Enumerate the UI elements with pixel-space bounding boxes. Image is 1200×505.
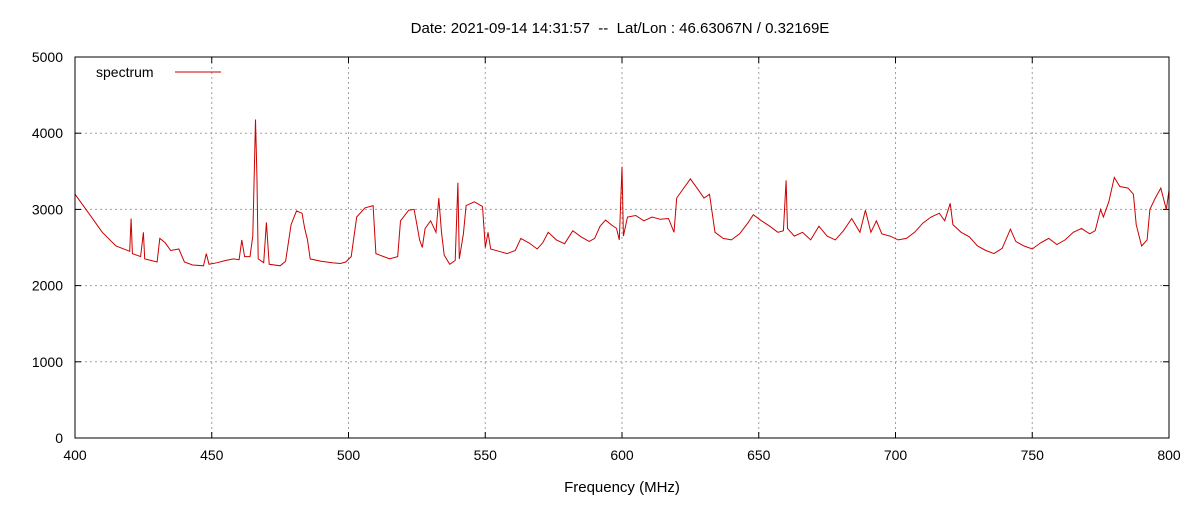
tick-labels: 400 450 500 550 600 650 700 750 800 0 1000 2000 3000… [32,49,1181,463]
y-tick-label: 5000 [32,49,63,65]
series-layer [74,119,1170,267]
x-tick-label: 450 [200,447,224,463]
legend: spectrum [96,64,221,80]
series-line-spectrum [74,119,1170,267]
plot-frame [74,56,1170,439]
x-tick-label: 650 [747,447,771,463]
y-tick-label: 0 [55,430,63,446]
x-axis-label: Frequency (MHz) [564,479,680,496]
x-tick-label: 500 [337,447,361,463]
x-tick-label: 700 [884,447,908,463]
x-tick-label: 550 [474,447,498,463]
chart-title: Date: 2021-09-14 14:31:57 -- Lat/Lon : 4… [411,20,830,37]
x-tick-label: 600 [610,447,634,463]
x-tick-label: 400 [63,447,87,463]
y-tick-label: 4000 [32,125,63,141]
y-tick-label: 1000 [32,354,63,370]
x-tick-label: 800 [1157,447,1181,463]
y-tick-label: 2000 [32,278,63,294]
y-tick-label: 3000 [32,201,63,217]
legend-label-spectrum: spectrum [96,64,154,80]
x-tick-label: 750 [1021,447,1045,463]
